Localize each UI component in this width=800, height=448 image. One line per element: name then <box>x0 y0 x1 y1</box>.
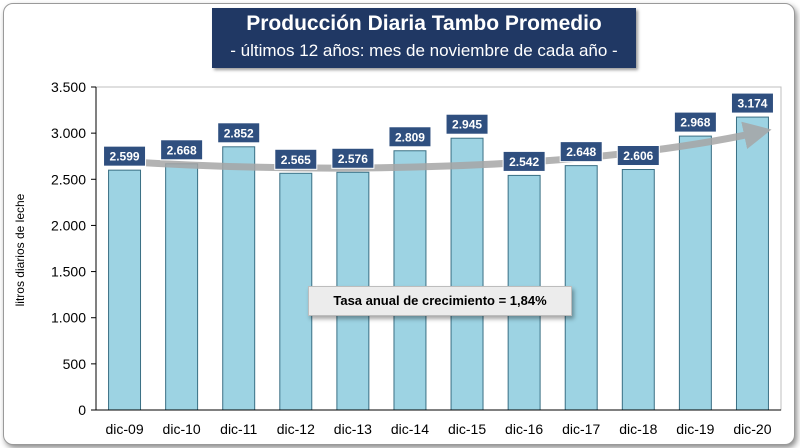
data-label-box <box>673 111 717 133</box>
data-label-box <box>502 150 546 172</box>
x-tick-label: dic-19 <box>676 421 714 437</box>
data-label: 2.565 <box>281 153 311 167</box>
data-label-box <box>445 113 489 135</box>
data-label: 3.174 <box>737 97 767 111</box>
bar-dic-18 <box>621 169 655 411</box>
bar-dic-15 <box>450 137 484 411</box>
bar-dic-20 <box>735 116 769 411</box>
bar-dic-09 <box>108 169 142 411</box>
bar-dic-10 <box>165 163 199 411</box>
data-label-box <box>388 126 432 148</box>
bar-dic-12 <box>279 172 313 411</box>
chart-title-box: Producción Diaria Tambo Promedio - últim… <box>212 8 636 68</box>
y-tick-label: 1.500 <box>51 264 86 280</box>
x-tick-label: dic-12 <box>277 421 315 437</box>
x-tick-label: dic-20 <box>733 421 771 437</box>
data-label-box <box>730 92 774 114</box>
data-label: 2.809 <box>395 130 425 144</box>
data-label: 2.599 <box>110 150 140 164</box>
data-label-box <box>616 145 660 167</box>
data-label: 2.576 <box>338 152 368 166</box>
trend-arrow <box>109 121 772 172</box>
x-tick-label: dic-15 <box>448 421 486 437</box>
x-tick-label: dic-18 <box>619 421 657 437</box>
bar-dic-11 <box>222 146 256 411</box>
x-tick-label: dic-16 <box>505 421 543 437</box>
x-tick-label: dic-10 <box>163 421 201 437</box>
plot-area <box>95 86 782 411</box>
data-label: 2.648 <box>566 145 596 159</box>
data-label-box <box>160 139 204 161</box>
y-tick-label: 2.500 <box>51 171 86 187</box>
y-tick-label: 3.500 <box>51 79 86 95</box>
y-tick-label: 0 <box>78 402 86 418</box>
y-tick-label: 2.000 <box>51 217 86 233</box>
growth-rate-annotation: Tasa anual de crecimiento = 1,84% <box>308 286 572 316</box>
y-tick-label: 3.000 <box>51 125 86 141</box>
data-label-box <box>559 141 603 163</box>
data-label-box <box>331 147 375 169</box>
bar-dic-19 <box>678 135 712 411</box>
data-label-box <box>103 145 147 167</box>
data-label-box <box>274 148 318 170</box>
chart-title: Producción Diaria Tambo Promedio <box>246 12 602 35</box>
data-label-box <box>217 122 261 144</box>
data-label: 2.668 <box>167 143 197 157</box>
bar-dic-14 <box>393 150 427 411</box>
data-label: 2.945 <box>452 118 482 132</box>
data-label: 2.606 <box>623 149 653 163</box>
x-tick-label: dic-11 <box>220 421 257 437</box>
data-label: 2.852 <box>224 126 254 140</box>
chart-subtitle: - últimos 12 años: mes de noviembre de c… <box>230 41 618 60</box>
x-tick-label: dic-13 <box>334 421 372 437</box>
data-label: 2.968 <box>680 116 710 130</box>
x-tick-label: dic-14 <box>391 421 429 437</box>
data-label: 2.542 <box>509 155 539 169</box>
y-tick-label: 1.000 <box>51 310 86 326</box>
y-tick-label: 500 <box>63 356 87 372</box>
x-tick-label: dic-17 <box>562 421 600 437</box>
x-tick-label: dic-09 <box>105 421 143 437</box>
